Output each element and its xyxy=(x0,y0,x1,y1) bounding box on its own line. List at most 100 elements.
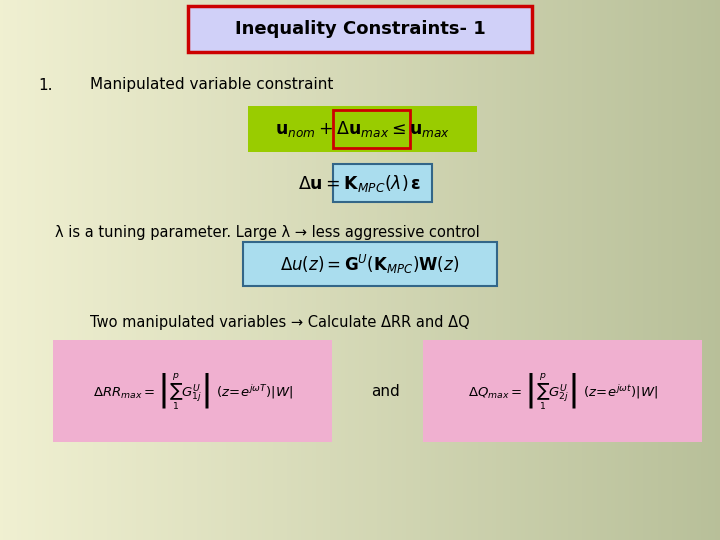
Bar xyxy=(464,0,468,540)
FancyBboxPatch shape xyxy=(53,340,332,442)
Bar xyxy=(25,0,29,540)
Bar xyxy=(230,0,234,540)
Text: 1.: 1. xyxy=(38,78,53,92)
Bar xyxy=(148,0,151,540)
Bar xyxy=(709,0,713,540)
Bar xyxy=(623,0,626,540)
Bar xyxy=(151,0,155,540)
Bar xyxy=(533,0,536,540)
Bar xyxy=(14,0,18,540)
Text: λ is a tuning parameter. Large λ → less aggressive control: λ is a tuning parameter. Large λ → less … xyxy=(55,225,480,240)
Bar xyxy=(688,0,691,540)
Bar xyxy=(450,0,454,540)
Text: Inequality Constraints- 1: Inequality Constraints- 1 xyxy=(235,20,485,38)
Bar xyxy=(684,0,688,540)
Bar xyxy=(547,0,551,540)
Bar xyxy=(580,0,583,540)
FancyBboxPatch shape xyxy=(423,340,702,442)
Text: $\Delta u(z) = \mathbf{G}^U(\mathbf{K}_{MPC})\mathbf{W}(z)$: $\Delta u(z) = \mathbf{G}^U(\mathbf{K}_{… xyxy=(280,252,459,275)
Bar xyxy=(378,0,382,540)
Bar xyxy=(648,0,652,540)
Bar xyxy=(68,0,72,540)
Bar xyxy=(454,0,457,540)
Bar xyxy=(637,0,641,540)
Bar xyxy=(259,0,263,540)
Bar xyxy=(220,0,223,540)
Bar xyxy=(475,0,479,540)
Bar xyxy=(698,0,702,540)
Bar xyxy=(212,0,216,540)
Bar xyxy=(608,0,612,540)
Bar xyxy=(590,0,594,540)
Bar xyxy=(324,0,328,540)
Bar xyxy=(173,0,176,540)
Bar xyxy=(662,0,666,540)
Bar xyxy=(79,0,83,540)
Bar xyxy=(130,0,133,540)
Bar xyxy=(659,0,662,540)
Bar xyxy=(288,0,292,540)
Bar xyxy=(248,0,252,540)
Text: $\Delta Q_{max} = \left|\sum_{1}^{p} G_{2j}^{U}\right| \; (z\!=\!e^{j\omega t})|: $\Delta Q_{max} = \left|\sum_{1}^{p} G_{… xyxy=(467,371,657,411)
Bar xyxy=(284,0,288,540)
Bar xyxy=(356,0,360,540)
Bar xyxy=(605,0,608,540)
Bar xyxy=(18,0,22,540)
Bar xyxy=(47,0,50,540)
Bar xyxy=(490,0,493,540)
Bar xyxy=(205,0,209,540)
Bar xyxy=(554,0,558,540)
Bar xyxy=(266,0,270,540)
Bar xyxy=(328,0,331,540)
Bar xyxy=(497,0,500,540)
Bar xyxy=(292,0,295,540)
Bar xyxy=(353,0,356,540)
Bar xyxy=(133,0,137,540)
Bar xyxy=(313,0,317,540)
Bar xyxy=(191,0,194,540)
Bar xyxy=(29,0,32,540)
Bar xyxy=(317,0,320,540)
Bar xyxy=(122,0,126,540)
Bar xyxy=(572,0,576,540)
Bar xyxy=(536,0,540,540)
Bar xyxy=(385,0,389,540)
Bar xyxy=(486,0,490,540)
Bar xyxy=(40,0,43,540)
Bar xyxy=(50,0,54,540)
Bar xyxy=(666,0,670,540)
Bar xyxy=(238,0,241,540)
Bar xyxy=(176,0,180,540)
Text: Manipulated variable constraint: Manipulated variable constraint xyxy=(90,78,333,92)
Bar xyxy=(558,0,562,540)
Bar xyxy=(583,0,587,540)
Bar xyxy=(158,0,162,540)
Bar xyxy=(166,0,169,540)
Bar xyxy=(263,0,266,540)
Bar xyxy=(691,0,695,540)
Bar xyxy=(565,0,569,540)
Bar xyxy=(551,0,554,540)
Bar xyxy=(320,0,324,540)
Bar xyxy=(634,0,637,540)
Bar xyxy=(526,0,529,540)
Bar xyxy=(209,0,212,540)
Bar xyxy=(137,0,140,540)
Bar xyxy=(619,0,623,540)
Bar xyxy=(94,0,97,540)
Bar xyxy=(652,0,655,540)
Bar xyxy=(425,0,428,540)
Bar xyxy=(630,0,634,540)
Bar xyxy=(612,0,616,540)
Bar xyxy=(338,0,342,540)
Bar xyxy=(61,0,65,540)
Bar xyxy=(202,0,205,540)
Text: Two manipulated variables → Calculate ΔRR and ΔQ: Two manipulated variables → Calculate ΔR… xyxy=(90,314,469,329)
Bar xyxy=(367,0,371,540)
Bar xyxy=(371,0,374,540)
Bar xyxy=(360,0,364,540)
Bar xyxy=(641,0,644,540)
Bar xyxy=(418,0,421,540)
Bar xyxy=(576,0,580,540)
Bar xyxy=(331,0,335,540)
